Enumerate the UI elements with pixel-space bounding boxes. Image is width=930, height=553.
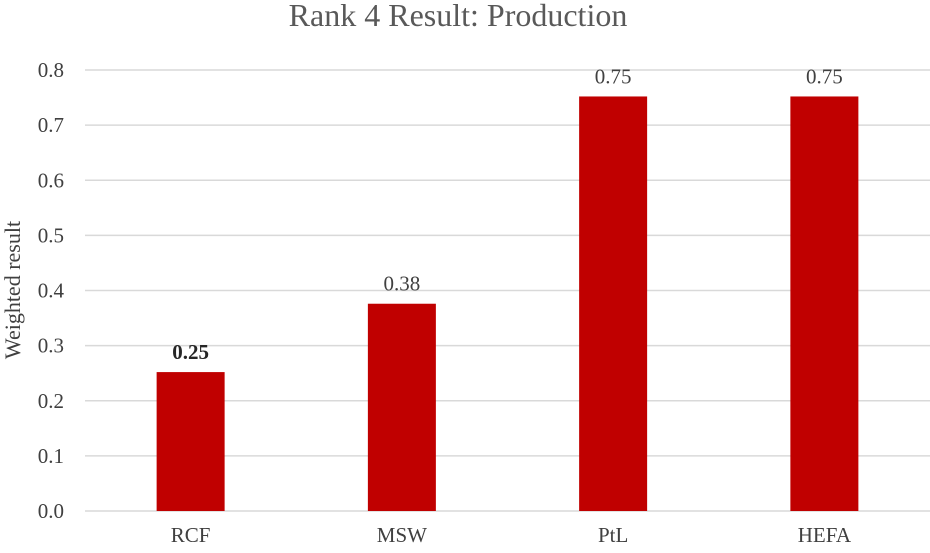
y-tick-label: 0.3 bbox=[38, 334, 64, 358]
y-tick-label: 0.4 bbox=[38, 279, 65, 303]
y-axis-label: Weighted result bbox=[0, 221, 25, 359]
y-tick-label: 0.2 bbox=[38, 389, 64, 413]
data-label-rcf: 0.25 bbox=[172, 340, 209, 364]
data-label-ptl: 0.75 bbox=[595, 64, 632, 88]
bars bbox=[156, 96, 859, 512]
gridlines bbox=[85, 69, 930, 512]
bar-ptl bbox=[579, 96, 648, 512]
chart-title: Rank 4 Result: Production bbox=[289, 0, 628, 33]
y-axis-ticks: 0.0 0.1 0.2 0.3 0.4 0.5 0.6 0.7 0.8 bbox=[38, 58, 65, 523]
bar-msw bbox=[367, 303, 436, 511]
x-category-label: MSW bbox=[377, 523, 427, 547]
data-label-msw: 0.38 bbox=[384, 272, 421, 296]
x-category-label: RCF bbox=[171, 523, 211, 547]
y-tick-label: 0.0 bbox=[38, 499, 64, 523]
data-labels: 0.25 0.38 0.75 0.75 bbox=[172, 64, 843, 364]
bar-hefa bbox=[790, 96, 859, 512]
y-tick-label: 0.1 bbox=[38, 444, 64, 468]
x-axis-categories: RCF MSW PtL HEFA bbox=[171, 523, 852, 547]
y-tick-label: 0.8 bbox=[38, 58, 64, 82]
data-label-hefa: 0.75 bbox=[806, 64, 843, 88]
x-category-label: PtL bbox=[598, 523, 628, 547]
y-tick-label: 0.7 bbox=[38, 113, 64, 137]
y-tick-label: 0.5 bbox=[38, 223, 64, 247]
y-tick-label: 0.6 bbox=[38, 168, 64, 192]
x-category-label: HEFA bbox=[798, 523, 852, 547]
bar-rcf bbox=[156, 372, 225, 511]
